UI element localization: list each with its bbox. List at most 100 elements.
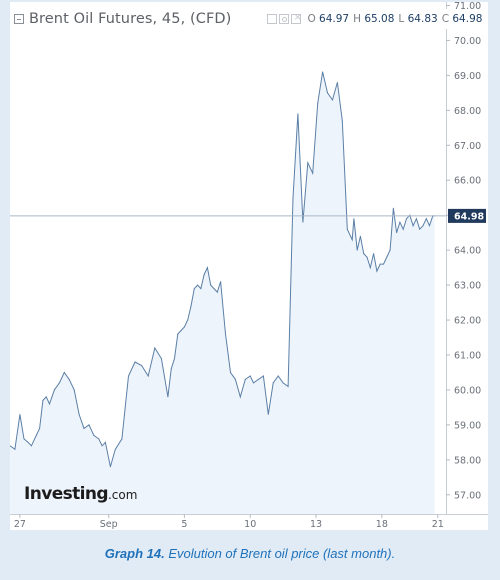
low-label: L	[398, 13, 405, 25]
data-point	[154, 347, 156, 349]
data-point	[331, 99, 334, 101]
collapse-icon[interactable]	[14, 14, 24, 24]
data-point	[58, 382, 61, 384]
close-icon[interactable]	[291, 12, 302, 24]
data-point	[180, 329, 182, 332]
y-tick-label: 61.00	[454, 350, 481, 361]
data-point	[210, 284, 212, 286]
y-tick-label: 63.00	[454, 281, 481, 292]
x-tick-label: 10	[244, 519, 256, 530]
data-point	[30, 445, 32, 447]
data-point	[98, 438, 100, 440]
data-point	[363, 253, 365, 255]
data-point	[39, 427, 41, 429]
data-point	[415, 218, 417, 220]
data-point	[389, 249, 391, 251]
data-point	[183, 326, 185, 328]
data-point	[356, 249, 358, 251]
data-point	[93, 434, 95, 436]
close-label: C	[441, 13, 450, 25]
data-point	[23, 438, 25, 440]
data-point	[83, 427, 85, 429]
chart-panel: 57.00 58.00 59.00 60.00 61.00 62.00 63.00 64.00…	[10, 2, 488, 530]
open-value: 64.97	[319, 13, 350, 25]
y-tick-label: 68.00	[454, 106, 481, 117]
data-point	[187, 319, 189, 321]
data-point	[312, 172, 314, 174]
data-point	[399, 221, 401, 223]
data-point	[197, 284, 199, 286]
data-point	[386, 256, 388, 258]
data-point	[262, 375, 264, 377]
y-tick-label: 58.00	[454, 455, 481, 466]
logo-brand: Investing	[24, 484, 109, 504]
data-point	[220, 281, 222, 283]
data-point	[405, 218, 408, 220]
data-point	[48, 403, 51, 405]
data-point	[193, 288, 195, 290]
data-point	[127, 375, 130, 377]
data-point	[234, 378, 236, 380]
x-tick-label: Sep	[100, 519, 118, 530]
low-value: 64.83	[407, 13, 438, 25]
data-point	[114, 448, 116, 450]
y-tick-label: 60.00	[454, 385, 481, 396]
data-point	[341, 120, 343, 122]
data-point	[297, 113, 299, 115]
data-point	[27, 441, 29, 443]
current-price-label: 64.98	[454, 211, 484, 222]
x-tick-label: 27	[14, 519, 26, 530]
data-point	[170, 368, 172, 370]
data-point	[317, 102, 319, 104]
data-point	[78, 413, 80, 415]
data-point	[134, 361, 136, 363]
open-label: O	[307, 13, 316, 25]
data-point	[244, 378, 246, 380]
y-tick-label: 66.00	[454, 176, 481, 187]
data-point	[73, 389, 75, 391]
ohlc-readout: O 64.97 H 65.08 L 64.83 C 64.98	[307, 13, 482, 25]
data-point	[252, 382, 255, 384]
data-point	[10, 445, 11, 447]
y-tick-label: 62.00	[454, 316, 481, 327]
data-point	[272, 382, 274, 384]
header-controls	[267, 12, 302, 24]
data-point	[382, 263, 385, 265]
data-point	[200, 288, 202, 290]
data-point	[213, 288, 215, 290]
data-point	[366, 256, 368, 258]
data-point	[422, 225, 424, 227]
data-point	[402, 228, 404, 230]
data-point	[63, 371, 65, 374]
data-point	[88, 424, 90, 426]
data-point	[53, 389, 56, 391]
data-point	[206, 267, 208, 269]
y-tick-label: 70.00	[454, 36, 481, 47]
data-point	[282, 382, 284, 384]
data-point	[42, 399, 44, 401]
window-icon[interactable]	[267, 14, 278, 24]
y-tick-label: 59.00	[454, 420, 481, 431]
logo-suffix: .com	[107, 488, 138, 502]
data-point	[68, 378, 70, 380]
y-tick-label: 69.00	[454, 71, 481, 82]
chart-title: Brent Oil Futures, 45, (CFD)	[29, 11, 232, 27]
x-tick-label: 13	[310, 519, 322, 530]
data-point	[369, 267, 371, 269]
plot-area	[10, 71, 446, 515]
data-point	[249, 375, 251, 377]
data-point	[379, 263, 381, 265]
price-chart[interactable]: 57.00 58.00 59.00 60.00 61.00 62.00 63.00 64.00…	[10, 2, 488, 530]
data-point	[412, 225, 414, 227]
data-point	[267, 413, 269, 415]
high-value: 65.08	[364, 13, 395, 25]
data-point	[302, 221, 304, 223]
data-point	[322, 71, 324, 73]
data-point	[141, 364, 143, 367]
x-tick-label: 5	[181, 519, 187, 530]
data-point	[373, 253, 375, 255]
data-point	[425, 218, 427, 220]
gear-icon[interactable]	[279, 14, 290, 24]
data-point	[351, 239, 353, 241]
data-point	[216, 291, 218, 293]
